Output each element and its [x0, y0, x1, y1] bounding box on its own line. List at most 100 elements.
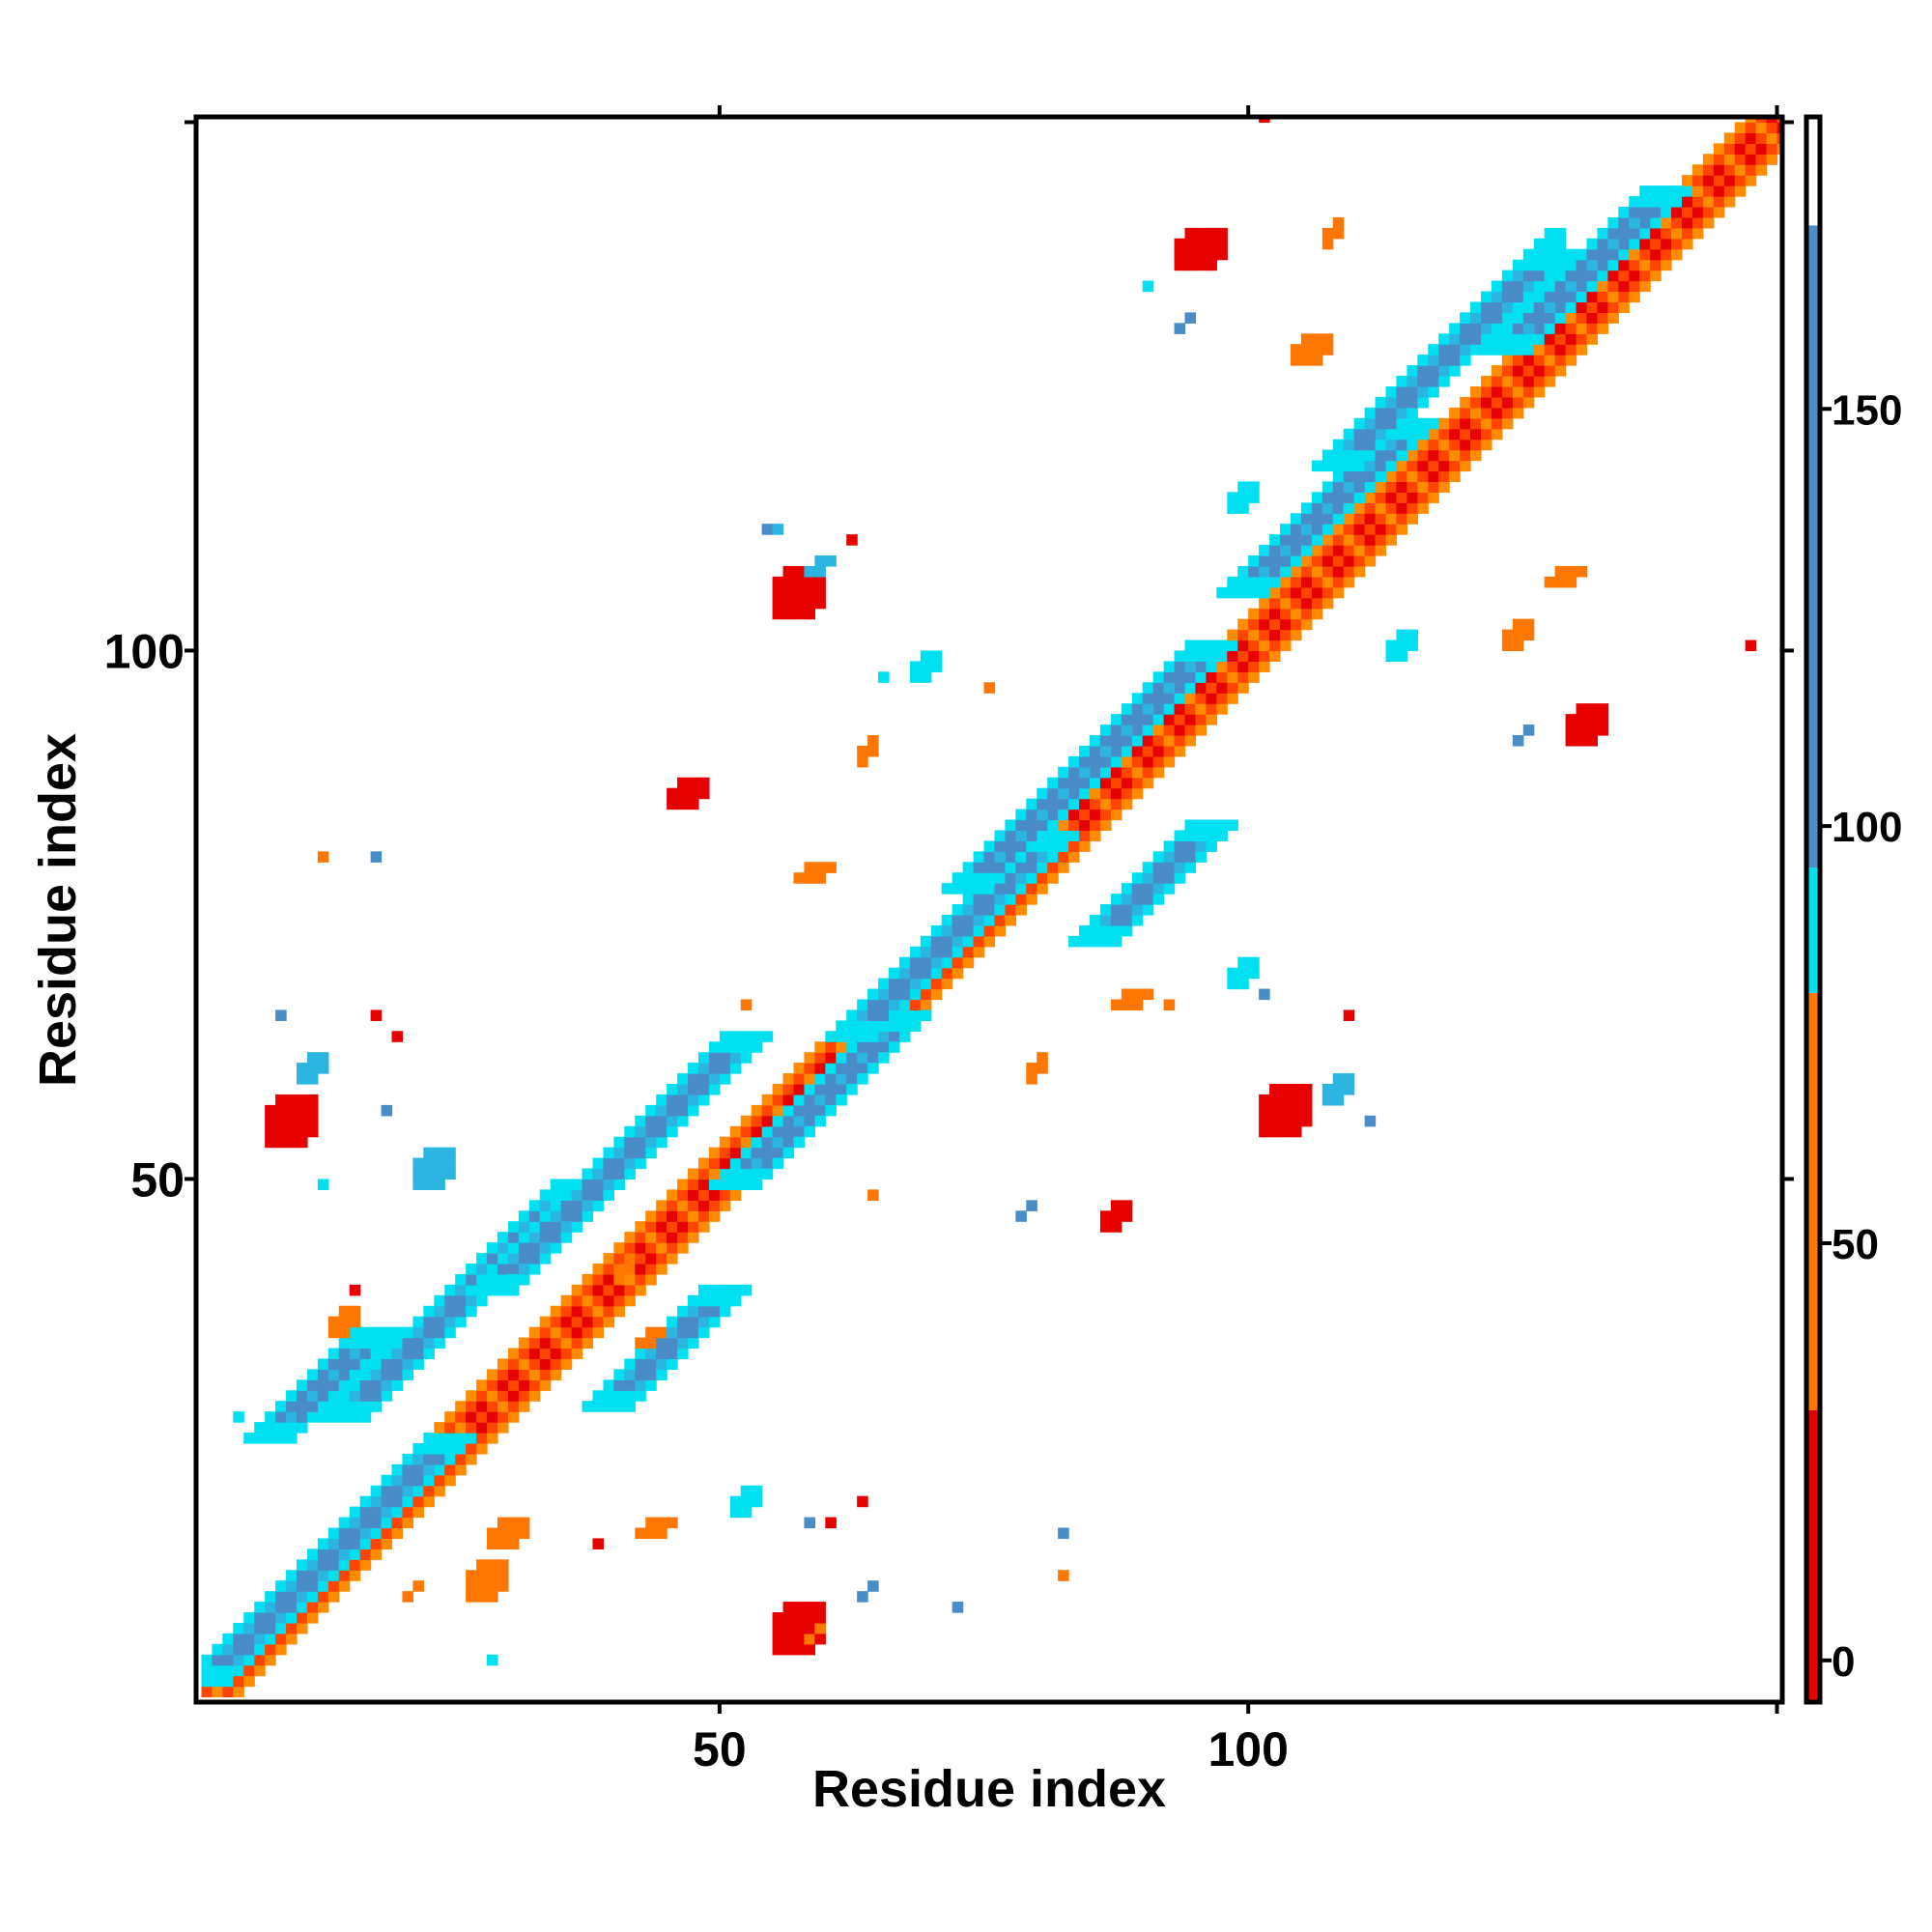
heatmap-cell: [688, 1179, 699, 1191]
heatmap-cell: [983, 904, 996, 916]
heatmap-cell: [1396, 502, 1407, 514]
heatmap-cell: [867, 999, 879, 1011]
heatmap-cell: [772, 1157, 784, 1170]
heatmap-cell: [973, 851, 985, 863]
heatmap-cell: [1745, 164, 1757, 176]
heatmap-cell: [962, 872, 975, 884]
heatmap-cell: [487, 1538, 498, 1549]
heatmap-cell: [539, 1221, 552, 1233]
heatmap-cell: [667, 1242, 678, 1254]
heatmap-cell: [1682, 238, 1693, 250]
heatmap-cell: [286, 1136, 298, 1149]
heatmap-cell: [1321, 597, 1334, 610]
heatmap-cell: [1554, 227, 1567, 240]
heatmap-cell: [306, 1063, 319, 1074]
heatmap-cell: [1343, 555, 1355, 567]
heatmap-cell: [265, 1633, 276, 1645]
heatmap-cell: [349, 1326, 361, 1339]
heatmap-cell: [1332, 565, 1345, 578]
heatmap-cell: [1311, 333, 1323, 345]
heatmap-cell: [265, 1643, 276, 1656]
heatmap-cell: [296, 1580, 308, 1592]
heatmap-cell: [1015, 1210, 1027, 1222]
heatmap-cell: [624, 1232, 636, 1243]
heatmap-cell: [306, 1411, 319, 1423]
heatmap-cell: [391, 1517, 404, 1529]
heatmap-cell: [1332, 492, 1345, 503]
heatmap-cell: [814, 555, 826, 567]
heatmap-cell: [1121, 914, 1133, 926]
heatmap-cell: [1163, 682, 1176, 694]
heatmap-cell: [1047, 787, 1059, 800]
heatmap-cell: [1321, 1084, 1334, 1095]
heatmap-cell: [444, 1453, 456, 1465]
heatmap-cell: [1501, 376, 1514, 387]
heatmap-cell: [518, 1379, 530, 1391]
heatmap-cell: [1745, 154, 1757, 165]
heatmap-cell: [1406, 449, 1418, 462]
heatmap-cell: [1364, 428, 1377, 440]
heatmap-cell: [1184, 682, 1197, 694]
heatmap-cell: [729, 1063, 742, 1074]
heatmap-cell: [1396, 639, 1407, 652]
heatmap-cell: [1544, 312, 1556, 324]
heatmap-cell: [1259, 618, 1270, 631]
heatmap-cell: [688, 1104, 699, 1117]
heatmap-cell: [1142, 703, 1154, 715]
heatmap-cell: [1321, 344, 1334, 355]
heatmap-cell: [1321, 227, 1334, 240]
heatmap-cell: [1079, 787, 1091, 800]
heatmap-cell: [1099, 734, 1112, 747]
heatmap-cell: [327, 1316, 340, 1328]
heatmap-cell: [254, 1654, 266, 1666]
heatmap-cell: [1650, 196, 1662, 208]
heatmap-cell: [603, 1294, 614, 1307]
heatmap-cell: [1237, 618, 1249, 631]
heatmap-cell: [1576, 344, 1588, 355]
heatmap-cell: [1142, 904, 1154, 916]
heatmap-cell: [560, 1305, 573, 1318]
heatmap-cell: [1099, 809, 1112, 821]
heatmap-cell: [1311, 502, 1323, 514]
heatmap-cell: [1152, 724, 1165, 736]
heatmap-cell: [1089, 914, 1101, 926]
heatmap-cell: [1227, 819, 1238, 832]
heatmap-cell: [1290, 565, 1302, 578]
heatmap-cell: [772, 1094, 784, 1106]
heatmap-cell: [1269, 608, 1281, 620]
heatmap-cell: [306, 1125, 319, 1138]
heatmap-cell: [476, 1422, 488, 1434]
heatmap-cell: [1248, 555, 1260, 567]
heatmap-cell: [1099, 766, 1112, 779]
heatmap-cell: [1142, 693, 1154, 704]
heatmap-cell: [391, 1495, 404, 1508]
heatmap-cell: [1037, 798, 1048, 810]
heatmap-cell: [338, 1559, 351, 1571]
heatmap-cell: [1163, 693, 1176, 704]
heatmap-cell: [592, 1538, 605, 1549]
heatmap-cell: [1597, 714, 1608, 725]
heatmap-cell: [1501, 270, 1514, 282]
heatmap-cell: [603, 1316, 614, 1328]
heatmap-cell: [391, 1474, 404, 1487]
y-axis-title: Residue index: [29, 733, 87, 1087]
heatmap-cell: [349, 1348, 361, 1360]
heatmap-cell: [1142, 724, 1154, 736]
heatmap-cell: [1755, 117, 1768, 124]
heatmap-cell: [1131, 988, 1144, 1001]
heatmap-cell: [1005, 894, 1016, 905]
heatmap-cell: [1417, 492, 1429, 503]
heatmap-cell: [1131, 999, 1144, 1011]
heatmap-cell: [983, 914, 996, 926]
heatmap-cell: [729, 1125, 742, 1138]
heatmap-cell: [1152, 745, 1165, 757]
heatmap-cell: [1734, 164, 1747, 176]
heatmap-cell: [550, 1210, 562, 1222]
heatmap-cell: [677, 777, 689, 789]
heatmap-cell: [571, 1210, 583, 1222]
heatmap-cell: [624, 1147, 636, 1159]
heatmap-cell: [349, 1548, 361, 1560]
heatmap-cell: [434, 1316, 445, 1328]
heatmap-cell: [941, 935, 953, 948]
heatmap-cell: [846, 534, 858, 546]
